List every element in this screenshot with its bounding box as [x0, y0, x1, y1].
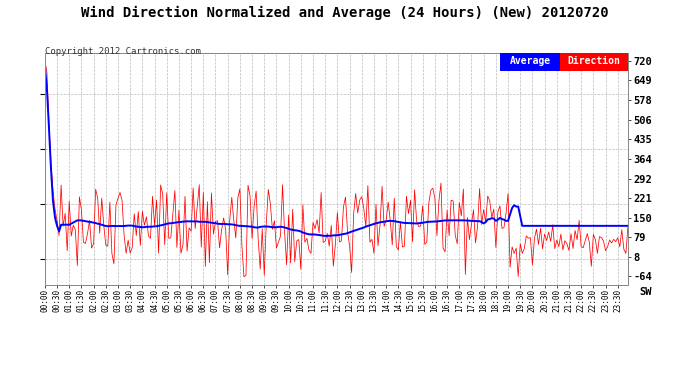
Text: Wind Direction Normalized and Average (24 Hours) (New) 20120720: Wind Direction Normalized and Average (2…: [81, 6, 609, 20]
Text: SW: SW: [640, 287, 652, 297]
Text: Copyright 2012 Cartronics.com: Copyright 2012 Cartronics.com: [45, 47, 201, 56]
Text: Average: Average: [509, 57, 551, 66]
Text: Direction: Direction: [568, 57, 620, 66]
